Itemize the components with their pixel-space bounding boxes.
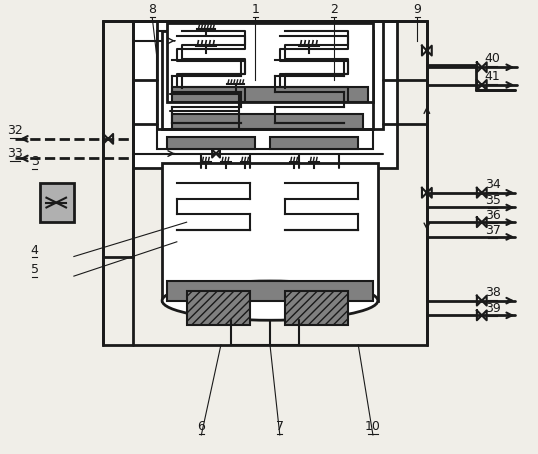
Bar — [172, 87, 368, 102]
Text: 8: 8 — [148, 3, 157, 16]
Text: 37: 37 — [485, 224, 500, 237]
Text: 41: 41 — [485, 70, 500, 83]
Bar — [167, 137, 255, 148]
Text: 35: 35 — [485, 194, 500, 207]
Bar — [285, 291, 349, 325]
Bar — [103, 21, 427, 345]
Text: 34: 34 — [485, 178, 500, 191]
Bar — [270, 137, 358, 148]
Ellipse shape — [162, 281, 378, 320]
Text: 1: 1 — [251, 3, 259, 16]
Bar — [187, 291, 250, 325]
Text: 39: 39 — [485, 302, 500, 316]
Text: 7: 7 — [276, 420, 284, 433]
Text: 10: 10 — [365, 420, 381, 433]
Text: 33: 33 — [7, 148, 23, 160]
Bar — [172, 114, 363, 129]
Bar — [157, 21, 383, 129]
Bar — [133, 21, 398, 168]
Bar — [162, 31, 373, 129]
Text: 3: 3 — [31, 155, 39, 168]
Text: 2: 2 — [330, 3, 338, 16]
Bar — [167, 23, 373, 102]
Bar — [162, 163, 378, 301]
Text: 38: 38 — [485, 286, 500, 299]
Bar — [157, 31, 373, 148]
Text: 6: 6 — [197, 420, 206, 433]
Bar — [40, 183, 74, 222]
Text: 9: 9 — [413, 3, 421, 16]
Text: 40: 40 — [485, 52, 500, 65]
Text: 4: 4 — [31, 243, 39, 257]
Text: 5: 5 — [31, 263, 39, 276]
Text: 32: 32 — [7, 124, 23, 137]
Text: 36: 36 — [485, 209, 500, 222]
Bar — [167, 281, 373, 301]
